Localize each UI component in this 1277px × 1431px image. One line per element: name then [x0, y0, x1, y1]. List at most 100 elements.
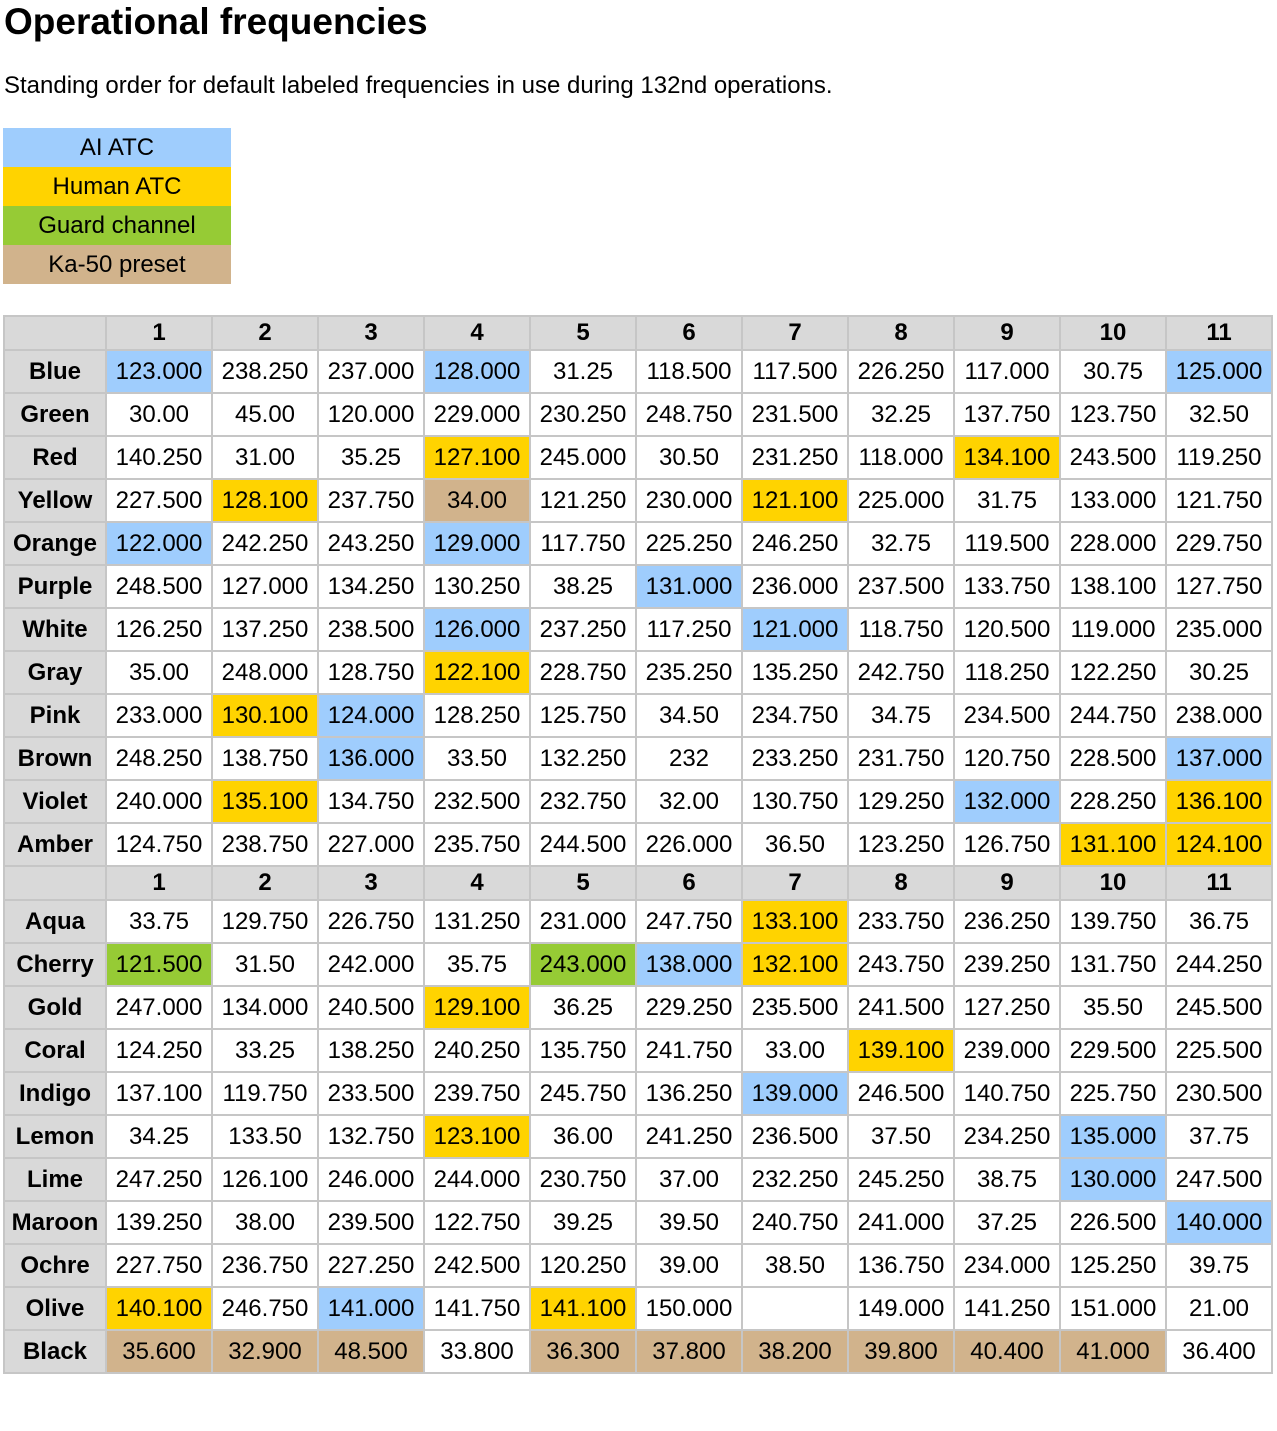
frequency-cell: 137.000 [1165, 736, 1273, 781]
frequency-cell: 119.000 [1059, 607, 1167, 652]
frequency-cell: 133.100 [741, 899, 849, 944]
frequency-cell: 133.50 [211, 1114, 319, 1159]
frequency-cell: 225.250 [635, 521, 743, 566]
frequency-cell: 237.250 [529, 607, 637, 652]
frequency-cell: 122.750 [423, 1200, 531, 1245]
frequency-cell: 130.750 [741, 779, 849, 824]
frequency-cell: 124.750 [105, 822, 213, 867]
frequency-cell: 37.75 [1165, 1114, 1273, 1159]
frequency-cell: 136.250 [635, 1071, 743, 1116]
frequency-cell: 132.100 [741, 942, 849, 987]
row-label: Black [3, 1329, 107, 1374]
frequency-cell: 36.400 [1165, 1329, 1273, 1374]
frequency-cell: 117.250 [635, 607, 743, 652]
table-row: White 126.250 137.250 238.500 126.000 237.250… [3, 607, 1273, 652]
table-row: Orange 122.000 242.250 243.250 129.000 117.75… [3, 521, 1273, 566]
frequency-cell: 244.000 [423, 1157, 531, 1202]
column-header-row: 1 2 3 4 5 6 7 8 9 10 11 [3, 865, 1273, 901]
column-header: 7 [741, 865, 849, 901]
column-header: 4 [423, 865, 531, 901]
frequency-cell: 135.250 [741, 650, 849, 695]
frequency-cell: 234.250 [953, 1114, 1061, 1159]
frequency-cell: 241.000 [847, 1200, 955, 1245]
frequency-cell: 138.250 [317, 1028, 425, 1073]
frequency-cell: 33.800 [423, 1329, 531, 1374]
color-legend: AI ATC Human ATC Guard channel Ka-50 pre… [3, 128, 231, 284]
frequency-cell: 246.250 [741, 521, 849, 566]
frequency-cell: 117.500 [741, 349, 849, 394]
frequency-cell: 139.000 [741, 1071, 849, 1116]
column-header: 9 [953, 865, 1061, 901]
frequency-cell: 120.000 [317, 392, 425, 437]
frequency-cell: 41.000 [1059, 1329, 1167, 1374]
frequency-cell: 38.00 [211, 1200, 319, 1245]
frequency-cell: 232.500 [423, 779, 531, 824]
frequency-cell: 237.000 [317, 349, 425, 394]
frequency-cell: 139.100 [847, 1028, 955, 1073]
frequency-cell: 238.500 [317, 607, 425, 652]
table-row: Lemon 34.25 133.50 132.750 123.100 36.00 241.2… [3, 1114, 1273, 1159]
row-label: Green [3, 392, 107, 437]
frequency-cell: 227.500 [105, 478, 213, 523]
frequency-cell: 141.100 [529, 1286, 637, 1331]
frequency-cell: 39.50 [635, 1200, 743, 1245]
frequency-cell: 229.250 [635, 985, 743, 1030]
column-header: 3 [317, 315, 425, 351]
frequency-cell: 238.750 [211, 822, 319, 867]
frequency-cell: 248.250 [105, 736, 213, 781]
frequency-cell: 231.750 [847, 736, 955, 781]
frequency-cell: 227.750 [105, 1243, 213, 1288]
frequency-cell: 127.250 [953, 985, 1061, 1030]
frequency-cell: 235.250 [635, 650, 743, 695]
row-label: Indigo [3, 1071, 107, 1116]
frequency-cell: 135.100 [211, 779, 319, 824]
frequency-cell: 233.750 [847, 899, 955, 944]
frequency-cell: 126.250 [105, 607, 213, 652]
frequency-cell: 37.50 [847, 1114, 955, 1159]
frequency-cell: 133.750 [953, 564, 1061, 609]
frequency-cell: 136.100 [1165, 779, 1273, 824]
frequency-cell: 242.500 [423, 1243, 531, 1288]
frequency-cell: 141.000 [317, 1286, 425, 1331]
frequency-cell: 232.750 [529, 779, 637, 824]
frequency-cell: 38.50 [741, 1243, 849, 1288]
table-row: Cherry 121.500 31.50 242.000 35.75 243.000 138… [3, 942, 1273, 987]
legend-ka50-preset: Ka-50 preset [3, 245, 231, 284]
frequency-cell: 33.75 [105, 899, 213, 944]
frequency-cell: 40.400 [953, 1329, 1061, 1374]
frequency-cell: 39.00 [635, 1243, 743, 1288]
frequency-cell: 21.00 [1165, 1286, 1273, 1331]
row-label: Maroon [3, 1200, 107, 1245]
row-label: Blue [3, 349, 107, 394]
frequency-cell: 39.800 [847, 1329, 955, 1374]
frequency-cell: 136.750 [847, 1243, 955, 1288]
frequency-cell: 226.250 [847, 349, 955, 394]
frequency-cell: 31.00 [211, 435, 319, 480]
frequency-cell: 35.00 [105, 650, 213, 695]
frequency-cell: 121.100 [741, 478, 849, 523]
row-label: White [3, 607, 107, 652]
frequency-cell: 122.250 [1059, 650, 1167, 695]
frequency-cell: 38.75 [953, 1157, 1061, 1202]
page-subtitle: Standing order for default labeled frequ… [4, 72, 833, 99]
row-label: Lime [3, 1157, 107, 1202]
frequency-cell: 32.75 [847, 521, 955, 566]
frequency-cell: 39.75 [1165, 1243, 1273, 1288]
frequency-cell: 247.750 [635, 899, 743, 944]
frequency-cell: 123.750 [1059, 392, 1167, 437]
frequency-cell: 248.750 [635, 392, 743, 437]
row-label: Cherry [3, 942, 107, 987]
row-label: Amber [3, 822, 107, 867]
column-header: 9 [953, 315, 1061, 351]
table-row: Gold 247.000 134.000 240.500 129.100 36.25 229… [3, 985, 1273, 1030]
frequency-cell: 141.750 [423, 1286, 531, 1331]
frequency-cell: 246.000 [317, 1157, 425, 1202]
frequency-cell: 120.750 [953, 736, 1061, 781]
frequency-cell: 126.000 [423, 607, 531, 652]
frequency-cell: 132.250 [529, 736, 637, 781]
frequency-cell: 124.000 [317, 693, 425, 738]
column-header-row: 1 2 3 4 5 6 7 8 9 10 11 [3, 315, 1273, 351]
frequency-cell: 37.800 [635, 1329, 743, 1374]
row-label: Ochre [3, 1243, 107, 1288]
table-row: Violet 240.000 135.100 134.750 232.500 232.75… [3, 779, 1273, 824]
